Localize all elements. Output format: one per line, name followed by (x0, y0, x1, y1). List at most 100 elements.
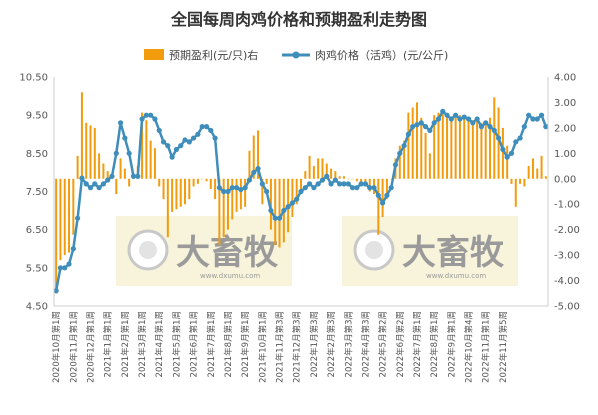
price-point (117, 120, 124, 126)
profit-bar (179, 178, 182, 207)
profit-bar (347, 178, 350, 180)
price-point (319, 177, 326, 183)
right-tick-label: -3.00 (554, 251, 580, 262)
profit-bar (484, 125, 487, 179)
price-point (191, 135, 197, 141)
price-point (208, 127, 214, 134)
profit-bar (471, 120, 474, 179)
profit-bar (278, 178, 281, 248)
profit-bar (390, 178, 393, 180)
profit-bar (231, 178, 234, 220)
price-point (100, 181, 106, 187)
profit-bar (76, 155, 79, 179)
price-point (375, 192, 381, 198)
price-point (186, 139, 192, 145)
price-point (526, 112, 532, 118)
price-point (349, 185, 356, 191)
legend: 预期盈利(元/只)右 肉鸡价格（活鸡）(元/公斤) (144, 48, 448, 62)
watermark-text: 大畜牧 (176, 233, 279, 273)
price-point (418, 120, 424, 126)
profit-bar (519, 178, 522, 184)
profit-bar (308, 155, 311, 179)
price-point (461, 114, 467, 120)
profit-bar (123, 168, 126, 179)
price-point (276, 215, 283, 221)
price-point (478, 124, 485, 130)
profit-bar (497, 107, 500, 179)
watermark: 大畜牧 www.dxumu.com (342, 216, 518, 286)
profit-bar (80, 92, 83, 179)
profit-bar (330, 168, 333, 179)
x-tick-label: 2021年3月第1周 (137, 311, 148, 377)
price-point (397, 150, 403, 156)
price-point (457, 116, 463, 122)
price-point (135, 173, 141, 179)
x-tick-label: 2021年7月第1周 (206, 311, 217, 377)
profit-bar (106, 171, 109, 179)
price-point (358, 181, 364, 187)
price-point (496, 135, 502, 141)
profit-bar (381, 178, 384, 217)
price-point (294, 196, 300, 202)
price-point (126, 150, 132, 156)
price-point (508, 150, 515, 156)
price-point (233, 185, 240, 191)
profit-bar (355, 178, 358, 182)
profit-bar (385, 178, 388, 200)
profit-bar (415, 102, 418, 179)
price-point (444, 112, 450, 118)
right-tick-label: 3.00 (554, 98, 576, 109)
profit-bar (295, 178, 298, 205)
chart-title: 全国每周肉鸡价格和预期盈利走势图 (170, 10, 427, 29)
profit-bar (441, 112, 444, 179)
profit-bar (463, 115, 466, 179)
profit-bar (226, 178, 229, 230)
price-point (513, 139, 519, 145)
x-tick-label: 2020年12月第1周 (86, 311, 97, 383)
price-point (216, 185, 222, 191)
price-point (83, 181, 89, 187)
watermarks: 大畜牧 www.dxumu.com 大畜牧 www.dxumu.com (116, 216, 518, 286)
profit-bar (433, 115, 436, 179)
price-point (259, 181, 265, 187)
legend-line-marker (292, 51, 300, 59)
profit-bar (338, 176, 341, 179)
price-point (160, 139, 167, 145)
x-tick-label: 2021年5月第1周 (171, 311, 182, 377)
price-point (337, 181, 343, 187)
profit-bar (222, 178, 225, 238)
profit-bar (377, 178, 380, 235)
price-point (212, 135, 218, 141)
price-point (199, 124, 205, 130)
price-point (173, 146, 180, 153)
price-point (92, 181, 98, 187)
price-point (272, 215, 278, 221)
profit-bar (544, 176, 547, 179)
right-tick-label: 2.00 (554, 123, 576, 134)
x-axis: 2020年10月第1周 2020年11月第1周 2020年12月第1周 2021年1月… (51, 305, 548, 383)
x-tick-label: 2022年8月第1周 (429, 311, 440, 377)
profit-bar (476, 120, 479, 179)
profit-bar (493, 97, 496, 179)
x-tick-label: 2022年11月第1周 (481, 311, 492, 383)
price-point (264, 188, 270, 195)
x-tick-label: 2021年4月第1周 (154, 311, 165, 377)
profit-bar (403, 140, 406, 179)
price-point (410, 124, 416, 130)
price-point (148, 112, 154, 118)
price-point (70, 246, 76, 252)
profit-bar (489, 117, 492, 179)
x-tick-label: 2022年4月第3周 (360, 311, 371, 377)
profit-bar (218, 178, 221, 245)
left-tick-label: 9.50 (26, 111, 48, 122)
x-tick-label: 2021年10月第1周 (257, 311, 268, 383)
profit-bar (63, 178, 66, 256)
profit-bar (334, 171, 337, 179)
profit-bar (115, 178, 118, 195)
right-tick-label: 1.00 (554, 149, 576, 160)
price-point (96, 185, 102, 191)
price-point (246, 177, 253, 183)
price-point (53, 288, 59, 294)
profit-bar (269, 178, 272, 230)
